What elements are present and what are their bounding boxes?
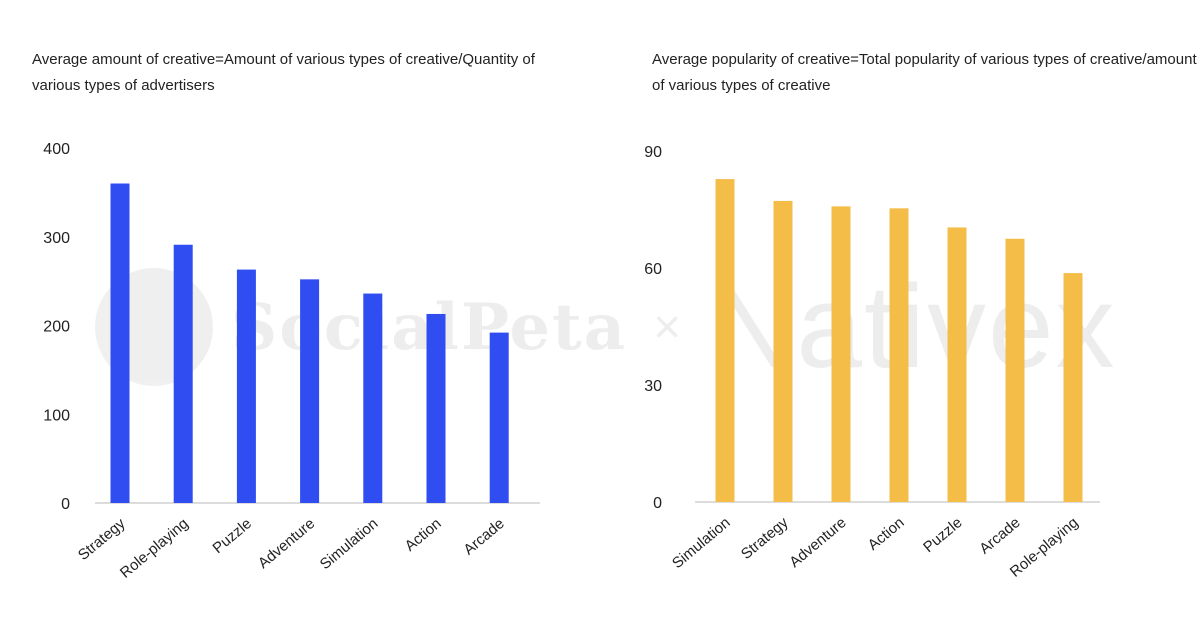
right-bar-action: [889, 208, 909, 502]
left-bar-puzzle: [236, 269, 256, 503]
left-bar-role-playing: [173, 244, 193, 504]
left-y-tick-label: 200: [43, 319, 70, 336]
right-bar-arcade: [1005, 238, 1025, 502]
left-category-label-adventure: Adventure: [255, 515, 318, 572]
right-category-label-arcade: Arcade: [976, 514, 1023, 558]
left-bar-strategy: [110, 183, 130, 503]
left-category-label-puzzle: Puzzle: [210, 515, 255, 557]
left-y-tick-label: 400: [43, 141, 70, 158]
left-bar-adventure: [300, 279, 320, 503]
left-category-label-strategy: Strategy: [75, 515, 129, 564]
right-bar-adventure: [831, 206, 851, 502]
left-category-label-arcade: Arcade: [460, 515, 507, 559]
right-bar-simulation: [715, 179, 735, 502]
right-bar-puzzle: [947, 227, 967, 502]
chart-title-left: Average amount of creative=Amount of var…: [32, 51, 535, 94]
left-y-tick-label: 300: [43, 230, 70, 247]
left-bar-arcade: [489, 332, 509, 503]
left-y-tick-label: 100: [43, 407, 70, 424]
right-y-tick-label: 90: [644, 144, 662, 161]
left-category-label-simulation: Simulation: [317, 515, 382, 573]
left-y-tick-label: 0: [61, 496, 70, 513]
left-category-label-role-playing: Role-playing: [117, 515, 192, 582]
right-y-tick-label: 60: [644, 261, 662, 278]
right-bar-strategy: [773, 200, 793, 503]
right-category-label-strategy: Strategy: [738, 514, 792, 563]
left-bar-simulation: [363, 293, 383, 503]
right-y-tick-label: 0: [653, 495, 662, 512]
right-bar-role-playing: [1063, 273, 1083, 502]
chart-title-right: Average popularity of creative=Total pop…: [652, 51, 1197, 94]
right-category-label-simulation: Simulation: [669, 514, 734, 572]
right-category-label-puzzle: Puzzle: [920, 514, 965, 556]
left-category-label-action: Action: [402, 515, 445, 555]
right-y-tick-label: 30: [644, 378, 662, 395]
right-category-label-action: Action: [865, 514, 908, 554]
left-bar-action: [426, 313, 446, 503]
right-category-label-adventure: Adventure: [786, 514, 849, 571]
